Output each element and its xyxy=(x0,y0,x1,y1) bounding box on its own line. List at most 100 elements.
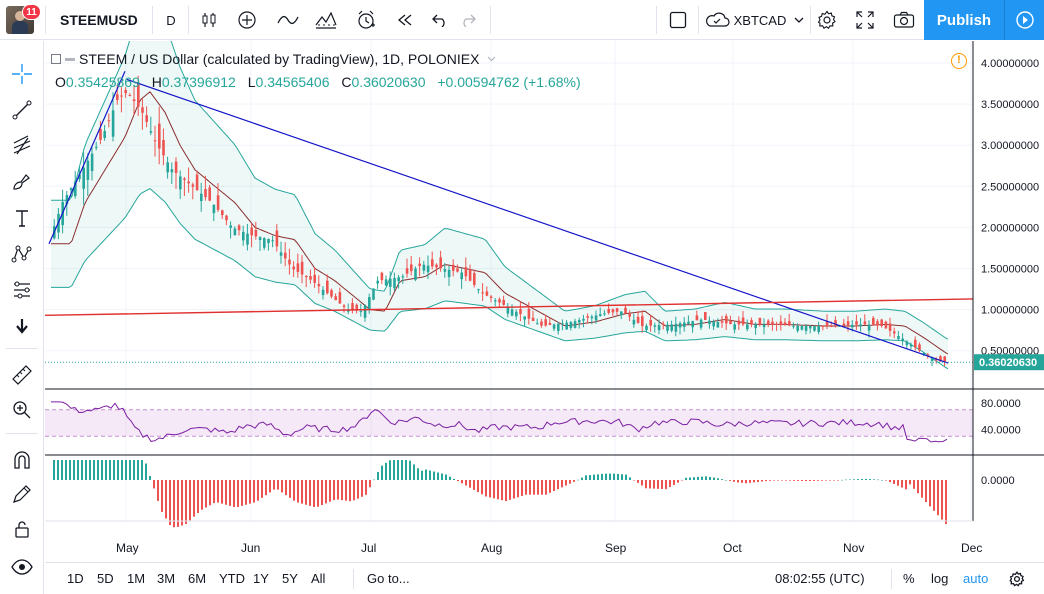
zoom-in-icon[interactable] xyxy=(0,394,44,426)
trend-line-tool-icon[interactable] xyxy=(0,94,44,126)
candle-body xyxy=(880,319,883,326)
arrow-down-tool-icon[interactable] xyxy=(0,310,44,342)
macd-bar xyxy=(641,480,643,486)
macd-bar xyxy=(429,470,431,480)
undo-icon[interactable] xyxy=(428,0,452,40)
data-warning-icon[interactable]: ! xyxy=(951,53,967,69)
candle-body xyxy=(792,325,795,327)
range-button-6m[interactable]: 6M xyxy=(188,571,207,586)
brush-tool-icon[interactable] xyxy=(0,166,44,198)
candle-body xyxy=(712,321,715,327)
crosshair-tool-icon[interactable] xyxy=(0,58,44,90)
candle-body xyxy=(939,356,942,362)
macd-bar xyxy=(933,480,935,511)
candle-body xyxy=(725,316,728,324)
replay-icon[interactable] xyxy=(392,0,418,40)
redo-icon[interactable] xyxy=(456,0,480,40)
candle-body xyxy=(888,323,892,331)
auto-scale-toggle[interactable]: auto xyxy=(963,571,989,586)
pattern-tool-icon[interactable] xyxy=(0,238,44,270)
chart-pane[interactable]: 4.00000000 3.50000000 3.00000000 2.50000000… xyxy=(45,41,1044,562)
compare-symbol-button[interactable]: XBTCAD xyxy=(702,0,806,40)
series-legend[interactable]: STEEM / US Dollar (calculated by Trading… xyxy=(51,51,496,67)
publish-button[interactable]: Publish xyxy=(924,0,1004,40)
interval-button[interactable]: D xyxy=(166,12,176,28)
publish-options-button[interactable] xyxy=(1004,0,1044,40)
chart-settings-gear-icon[interactable] xyxy=(1009,563,1025,594)
low-value: 0.34565406 xyxy=(255,74,330,90)
range-button-1d[interactable]: 1D xyxy=(67,571,84,586)
range-button-5y[interactable]: 5Y xyxy=(282,571,298,586)
candle-body xyxy=(830,326,833,328)
snapshot-camera-icon[interactable] xyxy=(890,0,918,40)
stay-drawing-mode-icon[interactable] xyxy=(0,478,44,510)
range-button-5d[interactable]: 5D xyxy=(97,571,114,586)
macd-bar xyxy=(833,480,835,481)
templates-icon[interactable] xyxy=(312,0,340,40)
macd-bar xyxy=(477,480,479,493)
candle-body xyxy=(317,284,321,287)
text-tool-icon[interactable] xyxy=(0,202,44,234)
fullscreen-icon[interactable] xyxy=(852,0,878,40)
utc-clock[interactable]: 08:02:55 (UTC) xyxy=(775,571,865,586)
compare-add-icon[interactable] xyxy=(234,0,260,40)
candle-body xyxy=(254,229,258,237)
indicators-icon[interactable] xyxy=(274,0,302,40)
symbol-search-button[interactable]: STEEMUSD xyxy=(60,12,138,28)
legend-chevron-icon[interactable] xyxy=(487,56,496,62)
log-scale-toggle[interactable]: log xyxy=(931,571,949,586)
candle-body xyxy=(804,326,808,331)
macd-bar xyxy=(601,473,603,480)
range-button-all[interactable]: All xyxy=(311,571,326,586)
candle-body xyxy=(926,354,930,356)
bollinger-lower-line xyxy=(51,187,949,370)
macd-bar xyxy=(481,480,483,495)
macd-bar xyxy=(733,480,735,482)
candles-style-icon[interactable] xyxy=(196,0,222,40)
layout-select-icon[interactable] xyxy=(664,0,692,40)
candle-body xyxy=(351,303,354,311)
chart-canvas[interactable]: 4.00000000 3.50000000 3.00000000 2.50000000… xyxy=(45,41,1044,562)
range-button-3m[interactable]: 3M xyxy=(157,571,176,586)
range-button-1y[interactable]: 1Y xyxy=(253,571,269,586)
magnet-icon[interactable] xyxy=(0,444,44,476)
macd-bar xyxy=(573,480,575,482)
macd-bar xyxy=(825,480,827,481)
goto-date-button[interactable]: Go to... xyxy=(367,571,410,586)
macd-bar xyxy=(233,480,235,507)
macd-bar xyxy=(757,480,759,482)
macd-bar xyxy=(721,479,723,480)
eye-icon[interactable] xyxy=(0,551,44,583)
macd-bar xyxy=(609,473,611,480)
macd-bar xyxy=(877,479,879,481)
candle-body xyxy=(321,289,325,296)
alert-clock-icon[interactable] xyxy=(352,0,380,40)
candle-body xyxy=(729,320,732,325)
prediction-tool-icon[interactable] xyxy=(0,274,44,306)
lock-icon[interactable] xyxy=(0,513,44,545)
macd-bar xyxy=(489,480,491,498)
candle-body xyxy=(678,323,682,328)
candle-body xyxy=(99,129,102,140)
candle-body xyxy=(116,94,119,100)
settings-gear-icon[interactable] xyxy=(814,0,840,40)
pitchfork-tool-icon[interactable] xyxy=(0,130,44,162)
candle-body xyxy=(397,277,400,282)
percent-scale-toggle[interactable]: % xyxy=(903,571,915,586)
candle-body xyxy=(813,326,816,331)
range-button-1m[interactable]: 1M xyxy=(127,571,146,586)
measure-ruler-icon[interactable] xyxy=(0,359,44,391)
macd-bar xyxy=(493,480,495,499)
candle-body xyxy=(174,161,178,173)
macd-bar xyxy=(101,460,103,480)
macd-bar xyxy=(881,480,883,481)
collapse-legend-icon[interactable] xyxy=(51,54,61,64)
macd-bar xyxy=(265,480,267,496)
range-button-ytd[interactable]: YTD xyxy=(219,571,245,586)
macd-bar xyxy=(829,480,831,481)
chevron-down-icon xyxy=(794,17,804,23)
macd-bar xyxy=(749,480,751,483)
candle-body xyxy=(569,322,573,328)
macd-bar xyxy=(785,480,787,481)
candle-body xyxy=(842,323,846,326)
